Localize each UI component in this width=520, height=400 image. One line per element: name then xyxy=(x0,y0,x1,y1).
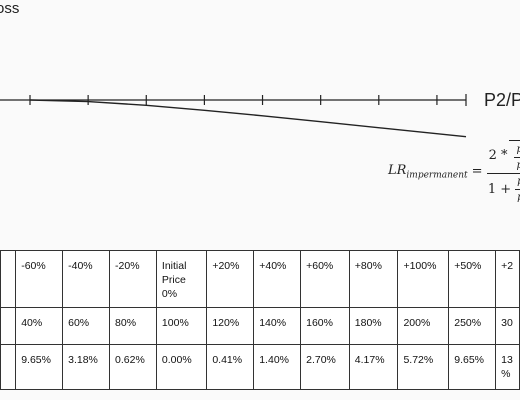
table-cell: +60% xyxy=(300,250,350,308)
table-cell: 30 xyxy=(495,307,520,345)
table-cell xyxy=(0,250,17,308)
formula-sqrt: p2 p1 xyxy=(509,140,520,171)
table-cell: 40% xyxy=(15,307,64,345)
table-cell: 3.18% xyxy=(62,344,111,390)
table-cell: 100% xyxy=(155,307,208,345)
formula-numerator: 2 * p2 p1 xyxy=(486,140,520,174)
table-cell: 80% xyxy=(109,307,157,345)
loss-chart: oss P2/P xyxy=(0,0,520,138)
table-cell: 160% xyxy=(300,307,350,345)
formula-num-coef: 2 * xyxy=(488,148,508,163)
formula-den-top: p xyxy=(517,176,520,187)
table-cell: 0.00% xyxy=(155,344,208,390)
formula-inner-frac: p2 p1 xyxy=(514,144,520,171)
table-cell: 0.62% xyxy=(109,344,157,390)
table-cell: 13 % xyxy=(495,344,520,390)
table-row: 9.65% 3.18% 0.62% 0.00% 0.41% 1.40% 2.70% 4.17%… xyxy=(0,344,520,390)
impermanent-loss-formula: LRimpermanent = 2 * p2 p1 1 + p2 p1 xyxy=(388,140,520,203)
formula-den-one: 1 + xyxy=(487,182,512,197)
table-cell: +50% xyxy=(448,250,497,308)
table-cell: +20% xyxy=(206,250,255,308)
table-cell: 140% xyxy=(253,307,302,345)
table-cell: 120% xyxy=(206,307,255,345)
x-axis-ticks xyxy=(29,94,467,106)
table-row: 40% 60% 80% 100% 120% 140% 160% 180% 200% 250% 30 xyxy=(0,307,520,345)
table-cell: 200% xyxy=(397,307,450,345)
formula-lhs-sub: impermanent xyxy=(406,170,468,181)
formula-denominator: 1 + p2 p1 xyxy=(488,174,520,203)
table-cell: 9.65% xyxy=(448,344,497,390)
table-cell: -20% xyxy=(109,250,157,308)
table-cell: -40% xyxy=(62,250,111,308)
table-cell: +100% xyxy=(397,250,450,308)
formula-inner-bottom: p xyxy=(516,160,520,171)
formula-lhs-main: LR xyxy=(388,162,407,178)
table-cell: 1.40% xyxy=(253,344,302,390)
formula-equals: = xyxy=(471,164,483,179)
table-cell: 5.72% xyxy=(397,344,450,390)
formula-den-bottom: p xyxy=(517,192,520,203)
table-cell: 60% xyxy=(62,307,111,345)
table-cell: Initial Price 0% xyxy=(155,250,208,308)
table-cell xyxy=(0,307,17,345)
table-cell: 9.65% xyxy=(15,344,64,390)
y-axis-label: oss xyxy=(0,0,19,17)
table-cell: +80% xyxy=(348,250,399,308)
table-cell: 2.70% xyxy=(300,344,350,390)
formula-inner-top: p xyxy=(516,144,520,155)
formula-den-frac: p2 p1 xyxy=(515,176,520,203)
loss-curve xyxy=(29,99,467,138)
table-cell: 250% xyxy=(448,307,497,345)
price-change-table: -60% -40% -20% Initial Price 0% +20% +40% +60%… xyxy=(0,250,520,390)
table-cell: +2 xyxy=(495,250,520,308)
formula-lhs: LRimpermanent xyxy=(388,163,468,181)
table-cell: 180% xyxy=(348,307,399,345)
table-cell: 4.17% xyxy=(348,344,399,390)
table-cell: +40% xyxy=(253,250,302,308)
table-cell: -60% xyxy=(15,250,64,308)
x-axis-label: P2/P xyxy=(484,90,520,110)
table-cell xyxy=(0,344,17,390)
table-cell: 0.41% xyxy=(206,344,255,390)
table-row: -60% -40% -20% Initial Price 0% +20% +40% +60%… xyxy=(0,250,520,308)
formula-fraction: 2 * p2 p1 1 + p2 p1 xyxy=(486,140,520,203)
